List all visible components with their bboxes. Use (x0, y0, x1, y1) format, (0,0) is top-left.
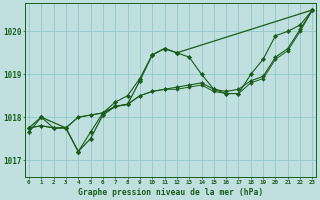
X-axis label: Graphe pression niveau de la mer (hPa): Graphe pression niveau de la mer (hPa) (78, 188, 263, 197)
